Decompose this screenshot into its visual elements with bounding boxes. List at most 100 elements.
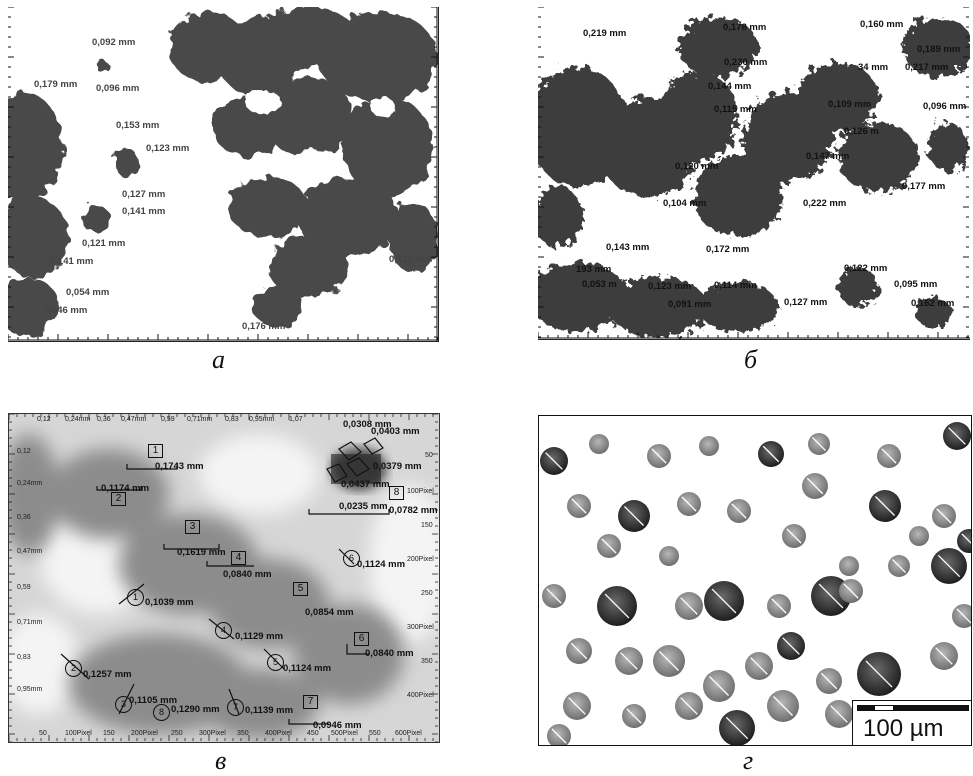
micrograph-panel-d: 100 µm bbox=[538, 415, 972, 746]
left-tick: 0,95mm bbox=[17, 686, 43, 693]
diameter-marker bbox=[626, 708, 642, 724]
particle-image-d bbox=[540, 422, 971, 745]
diameter-marker bbox=[571, 498, 587, 514]
diameter-marker bbox=[620, 652, 638, 670]
right-tick: 250 bbox=[421, 590, 433, 597]
particle-box-marker: 6 bbox=[354, 632, 369, 646]
left-tick: 0,47mm bbox=[17, 548, 43, 555]
measurement-label: 0,0854 mm bbox=[305, 607, 354, 618]
particle-box-marker: 5 bbox=[293, 582, 308, 596]
measurement-label: 0,0840 mm bbox=[223, 569, 272, 580]
diameter-marker bbox=[820, 672, 838, 690]
measurement-label: 0,096 mm bbox=[923, 101, 967, 112]
measurement-label: 0,179 mm bbox=[34, 79, 78, 90]
top-tick: 0,24mm bbox=[65, 416, 91, 423]
micrograph-panel-a: 0,092 mm 0,179 mm 0,096 mm 0,153 mm 0,12… bbox=[8, 7, 439, 342]
particle-circle-marker: 2 bbox=[65, 660, 82, 677]
bottom-tick: 300Pixel bbox=[199, 730, 226, 737]
measurement-label: 0,096 mm bbox=[96, 83, 140, 94]
micrograph-panel-c: 0,12 0,24mm 0,36 0,47mm 0,59 0,71mm 0,83… bbox=[8, 413, 440, 743]
measurement-label: 0,1139 mm bbox=[245, 705, 294, 716]
bottom-tick: 50 bbox=[39, 730, 47, 737]
particle-circle-marker: 1 bbox=[127, 589, 144, 606]
left-tick: 0,24mm bbox=[17, 480, 43, 487]
particle-box-marker: 1 bbox=[148, 444, 163, 458]
measurement-label: 0,122 mm bbox=[844, 263, 888, 274]
particle-circle-marker: 5 bbox=[267, 654, 284, 671]
bottom-tick: 350 bbox=[237, 730, 249, 737]
particle-sphere bbox=[909, 526, 929, 546]
diameter-marker bbox=[680, 697, 698, 715]
diameter-marker bbox=[891, 558, 907, 574]
measurement-label: 0,123 mm bbox=[146, 143, 190, 154]
measurement-label: 0,0308 mm bbox=[343, 419, 392, 430]
measurement-label: 0,219 mm bbox=[583, 28, 627, 39]
measurement-label: 0,0379 mm bbox=[373, 461, 422, 472]
diameter-marker bbox=[725, 716, 749, 740]
particle-sphere bbox=[589, 434, 609, 454]
bottom-tick: 450 bbox=[307, 730, 319, 737]
measurement-label: 0,189 mm bbox=[917, 44, 961, 55]
measurement-label: 0,147 mm bbox=[806, 151, 850, 162]
diameter-marker bbox=[961, 533, 971, 544]
diameter-marker bbox=[624, 506, 644, 526]
diameter-marker bbox=[936, 508, 952, 524]
measurement-label: 0,172 mm bbox=[706, 244, 750, 255]
diameter-marker bbox=[601, 538, 617, 554]
diameter-marker bbox=[762, 445, 780, 463]
diameter-marker bbox=[773, 696, 793, 716]
particle-box-marker: 4 bbox=[231, 551, 246, 565]
top-tick: 0,83 bbox=[225, 416, 239, 423]
measurement-label: 0,135 mm bbox=[389, 254, 433, 265]
measurement-label: 0,141 mm bbox=[122, 206, 166, 217]
left-tick: 0,59 bbox=[17, 584, 31, 591]
measurement-label: 0,0946 mm bbox=[313, 720, 362, 731]
measurement-label: 0,046 mm bbox=[44, 305, 88, 316]
right-tick: 350 bbox=[421, 658, 433, 665]
measurement-label: 0,1124 mm bbox=[357, 559, 406, 570]
left-tick: 0,83 bbox=[17, 654, 31, 661]
bottom-tick: 600Pixel bbox=[395, 730, 422, 737]
bottom-tick: 100Pixel bbox=[65, 730, 92, 737]
top-tick: 0,59 bbox=[161, 416, 175, 423]
diameter-marker bbox=[843, 583, 859, 599]
measurement-label: 0,160 mm bbox=[860, 19, 904, 30]
diameter-marker bbox=[750, 657, 768, 675]
top-tick: 0,36 bbox=[97, 416, 111, 423]
diameter-marker bbox=[782, 637, 800, 655]
top-tick: 0,71mm bbox=[187, 416, 213, 423]
diameter-marker bbox=[545, 452, 563, 470]
particle-circle-marker: 8 bbox=[153, 704, 170, 721]
diameter-marker bbox=[786, 528, 802, 544]
measurement-label: 34 mm bbox=[858, 62, 889, 73]
diameter-marker bbox=[806, 477, 824, 495]
right-tick: 300Pixel bbox=[407, 624, 434, 631]
measurement-label: 0,104 mm bbox=[663, 198, 707, 209]
diameter-marker bbox=[956, 608, 971, 624]
measurement-label: 0,0782 mm bbox=[389, 505, 438, 516]
measurement-label: 0,1039 mm bbox=[145, 597, 194, 608]
diameter-marker bbox=[681, 496, 697, 512]
measurement-label: 0,1257 mm bbox=[83, 669, 132, 680]
diameter-marker bbox=[570, 642, 588, 660]
diameter-marker bbox=[937, 554, 961, 578]
diameter-marker bbox=[935, 647, 953, 665]
particle-sphere bbox=[547, 724, 571, 745]
measurement-label: 0,1129 mm bbox=[235, 631, 284, 642]
measurement-label: 0,1743 mm bbox=[155, 461, 204, 472]
particle-sphere bbox=[839, 556, 859, 576]
right-tick: 150 bbox=[421, 522, 433, 529]
measurement-label: 0,120 mm bbox=[675, 161, 719, 172]
micrograph-panel-b: 0,219 mm 0,178 mm 0,160 mm 0,189 mm 0,23… bbox=[538, 7, 970, 340]
particle-circle-marker: 4 bbox=[215, 622, 232, 639]
diameter-marker bbox=[546, 588, 562, 604]
measurement-label: 0,144 mm bbox=[708, 81, 752, 92]
measurement-label: 193 mm bbox=[576, 264, 612, 275]
top-tick: 0,95mm bbox=[249, 416, 275, 423]
particle-box-marker: 7 bbox=[303, 695, 318, 709]
diameter-marker bbox=[709, 676, 729, 696]
panel-caption-c: в bbox=[215, 746, 227, 775]
measurement-label: 0,0437 mm bbox=[341, 479, 390, 490]
diameter-marker bbox=[865, 660, 893, 688]
diameter-marker bbox=[651, 448, 667, 464]
